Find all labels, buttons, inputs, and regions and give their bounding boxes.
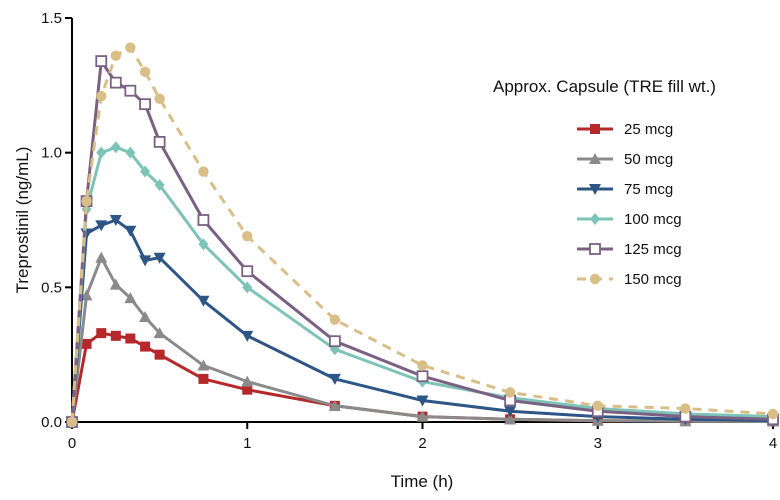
y-tick-label: 0.5 [41,279,62,296]
data-point [110,50,122,61]
data-point [110,141,121,154]
data-point [153,252,166,264]
data-point [417,360,428,371]
data-point [125,146,136,159]
data-point [504,413,517,425]
legend-marker [590,124,600,134]
x-tick-label: 4 [769,435,777,452]
data-point [139,255,152,267]
legend-item: 125 mcg [577,241,682,258]
data-point [198,373,209,384]
data-point [416,410,429,422]
y-tick-label: 1.5 [41,10,62,27]
data-point [504,406,517,418]
legend-label: 100 mcg [624,211,682,228]
data-point [154,93,165,105]
data-point [197,295,210,307]
data-point [328,399,341,411]
data-point [592,400,603,412]
data-point [124,225,137,237]
data-point [416,370,429,383]
data-point [416,395,429,407]
data-point [153,327,166,339]
data-point [767,408,779,420]
data-point [109,76,122,89]
data-point [154,349,165,360]
x-tick-label: 2 [418,435,426,452]
x-tick-label: 0 [68,435,76,452]
legend-item: 100 mcg [577,211,682,228]
data-point [95,220,108,232]
legend-label: 50 mcg [624,151,673,168]
data-point [198,166,209,177]
data-point [242,281,253,294]
data-point [241,330,254,342]
data-point [504,387,516,398]
data-point [95,55,108,67]
x-tick-label: 1 [243,435,251,452]
data-point [140,165,151,178]
legend-label: 25 mcg [624,121,673,138]
data-point [680,403,691,414]
data-point [198,238,209,251]
data-point [81,338,92,349]
data-point [96,146,107,159]
y-tick-label: 1.0 [41,145,62,162]
data-point [139,310,152,322]
data-point [95,251,108,263]
data-point [124,84,137,97]
legend-item: 150 mcg [577,271,682,288]
data-point [66,416,78,428]
y-axis-title: Treprostinil (ng/mL) [13,147,32,294]
x-tick-label: 3 [594,435,602,452]
data-point [328,335,341,348]
data-point [96,90,107,102]
data-point [197,359,210,371]
x-axis-title: Time (h) [391,472,454,491]
data-point [241,265,254,278]
data-point [109,278,122,290]
legend-item: 50 mcg [577,151,673,168]
data-point [110,330,121,341]
data-point [328,373,341,385]
data-point [241,375,254,387]
data-point [124,292,137,304]
data-point [139,66,151,78]
legend-item: 75 mcg [577,181,673,198]
legend-label: 125 mcg [624,241,682,258]
data-point [125,42,136,53]
data-point [81,195,92,207]
legend-marker [589,184,601,195]
data-point [153,135,166,148]
data-point [109,215,122,226]
data-point [242,384,253,395]
series-150-mcg [66,42,779,428]
data-point [125,333,136,344]
legend-marker [589,243,601,255]
data-point [140,341,151,352]
data-point [139,98,151,111]
data-point [197,214,210,226]
data-point [329,314,341,325]
legend-label: 75 mcg [624,181,673,198]
data-point [80,289,93,301]
legend-marker [589,153,601,164]
legend-marker [590,213,600,225]
y-tick-label: 0.0 [41,414,62,431]
data-point [154,178,165,191]
data-point [242,230,253,242]
legend-title: Approx. Capsule (TRE fill wt.) [493,77,716,96]
data-point [96,328,107,339]
legend-item: 25 mcg [577,121,673,138]
legend-label: 150 mcg [624,271,682,288]
legend-marker [589,273,601,285]
